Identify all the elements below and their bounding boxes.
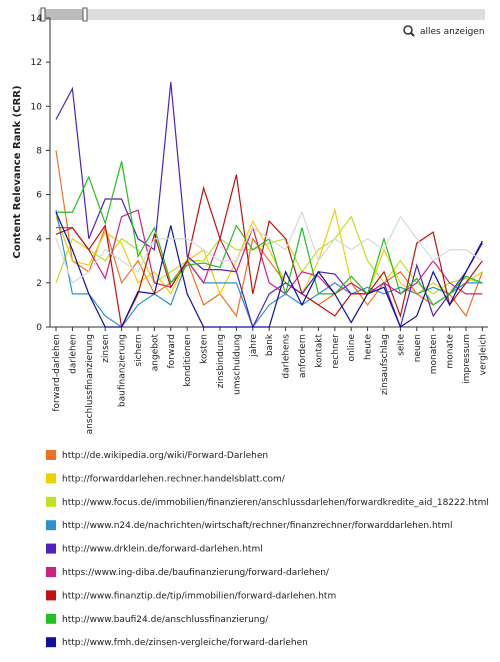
y-axis-label: Content Relevance Rank (CRR): [12, 85, 23, 258]
legend-swatch: [46, 496, 56, 507]
slider-handle[interactable]: [82, 7, 88, 22]
slider-handle[interactable]: [40, 7, 46, 22]
legend-swatch: [46, 473, 56, 484]
legend-label: https://www.ing-diba.de/baufinanzierung/…: [62, 568, 330, 578]
zoom-icon: [403, 25, 413, 35]
x-tick-label: impressum: [462, 334, 472, 384]
show-all-label[interactable]: alles anzeigen: [420, 27, 485, 37]
series-line: [55, 207, 483, 296]
slider-window[interactable]: [43, 9, 85, 20]
y-tick-label: 12: [31, 58, 42, 68]
series-line: [56, 209, 483, 295]
x-tick-label: rechner: [331, 334, 341, 369]
y-tick-label: 6: [36, 191, 42, 201]
legend-label: http://www.n24.de/nachrichten/wirtschaft…: [62, 521, 452, 531]
x-tick-label: zinsaufschlag: [380, 334, 390, 395]
x-tick-label: monate: [446, 334, 456, 369]
legend-swatch: [46, 450, 56, 460]
y-tick-label: 2: [36, 279, 42, 289]
x-tick-label: jahre: [249, 334, 259, 358]
legend-swatch: [46, 567, 56, 577]
series-line: [55, 215, 483, 295]
x-tick-label: forward: [167, 334, 177, 369]
x-tick-label: forward-darlehen: [52, 334, 62, 412]
series-line: [55, 211, 483, 328]
x-tick-label: angebot: [150, 334, 160, 372]
x-tick-label: darlehens: [282, 334, 292, 379]
x-tick-label: zinsen: [101, 334, 111, 363]
x-tick-label: monaten: [429, 334, 439, 374]
x-tick-label: vergleich: [478, 334, 488, 375]
y-tick-label: 0: [36, 323, 42, 333]
x-tick-label: heute: [364, 334, 374, 360]
legend-label: http://www.baufi24.de/anschlussfinanzier…: [62, 615, 269, 625]
legend-label: http://www.focus.de/immobilien/finanzier…: [62, 498, 489, 508]
legend-swatch: [46, 520, 56, 531]
x-tick-label: kontakt: [314, 334, 324, 368]
x-tick-label: baufinanzierung: [118, 334, 128, 407]
legend-swatch: [46, 543, 56, 554]
x-tick-label: anfordern: [298, 334, 308, 378]
x-tick-label: seite: [396, 334, 406, 356]
x-tick-label: darlehen: [68, 334, 78, 374]
x-tick-label: bank: [265, 333, 275, 356]
y-tick-label: 14: [31, 14, 43, 24]
legend-label: http://www.fmh.de/zinsen-vergleiche/forw…: [62, 638, 308, 648]
y-tick-label: 10: [31, 102, 43, 112]
series-line: [55, 210, 483, 284]
legend-swatch: [46, 613, 56, 624]
x-tick-label: online: [347, 334, 357, 362]
legend-swatch: [46, 637, 56, 648]
legend-label: http://www.drklein.de/forward-darlehen.h…: [62, 545, 263, 555]
range-slider[interactable]: [38, 9, 485, 20]
show-all-button[interactable]: alles anzeigen: [403, 25, 485, 37]
legend-label: http://www.finanztip.de/tip/immobilien/f…: [62, 591, 336, 601]
x-tick-label: neuen: [413, 334, 423, 362]
x-tick-label: anschlussfinanzierung: [85, 334, 95, 434]
x-tick-label: kosten: [200, 334, 210, 364]
x-tick-label: zinsbindung: [216, 334, 226, 388]
x-tick-label: konditionen: [183, 334, 193, 387]
legend-label: http://de.wikipedia.org/wiki/Forward-Dar…: [62, 451, 268, 461]
y-tick-label: 8: [36, 146, 42, 156]
legend-swatch: [46, 590, 56, 601]
x-tick-label: sichern: [134, 334, 144, 367]
zoom-icon-handle: [410, 32, 415, 37]
x-tick-label: umschuldung: [232, 334, 242, 395]
legend-label: http://forwarddarlehen.rechner.handelsbl…: [62, 474, 286, 484]
series-line: [55, 209, 483, 329]
series-line: [55, 150, 483, 318]
series-line: [55, 81, 483, 329]
y-tick-label: 4: [36, 235, 42, 245]
